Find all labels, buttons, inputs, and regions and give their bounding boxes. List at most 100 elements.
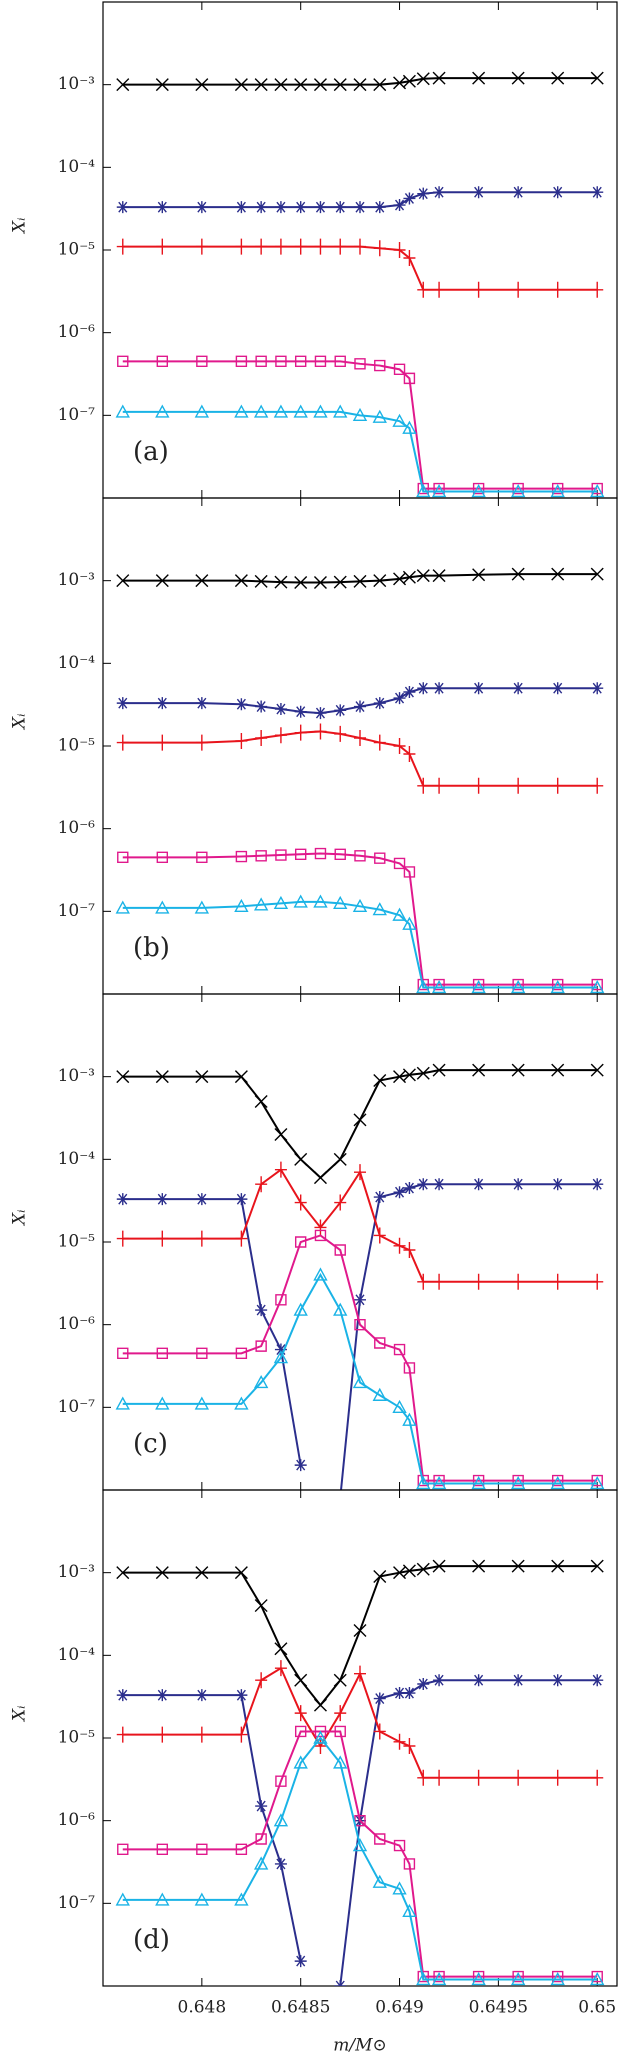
marker — [194, 1396, 210, 1410]
plot-area — [115, 567, 605, 994]
marker — [512, 1769, 525, 1786]
marker — [393, 1343, 406, 1356]
x-tick-label: 0.6485 — [271, 1998, 330, 2018]
marker — [417, 682, 430, 695]
marker — [274, 1161, 287, 1178]
marker — [255, 850, 267, 862]
marker — [353, 1113, 367, 1127]
marker — [334, 1194, 347, 1211]
y-tick-label: 10⁻⁶ — [58, 322, 96, 342]
marker — [372, 409, 387, 423]
marker — [352, 1374, 368, 1389]
marker — [416, 1066, 430, 1080]
marker — [115, 1396, 130, 1410]
x-axis-label: m/M⊙ — [333, 2036, 387, 2056]
marker — [416, 1475, 431, 1490]
marker — [314, 723, 327, 740]
marker — [274, 727, 287, 744]
marker — [393, 738, 406, 754]
marker — [433, 682, 446, 695]
y-tick-label: 10⁻³ — [58, 74, 95, 94]
marker — [431, 1475, 447, 1490]
marker — [116, 734, 129, 751]
marker — [274, 78, 288, 92]
marker — [333, 895, 348, 910]
marker — [255, 700, 268, 713]
marker — [591, 281, 604, 298]
marker — [235, 1347, 248, 1360]
marker — [314, 847, 327, 860]
marker — [333, 1673, 347, 1687]
marker — [116, 1230, 129, 1247]
marker — [334, 238, 347, 255]
marker — [314, 707, 327, 720]
marker — [234, 574, 248, 588]
marker — [393, 1237, 406, 1254]
marker — [510, 483, 526, 498]
marker — [352, 1838, 368, 1852]
marker — [195, 574, 209, 588]
y-tick-label: 10⁻⁶ — [58, 818, 96, 838]
marker — [433, 777, 446, 794]
marker — [591, 1178, 604, 1191]
marker — [116, 1689, 129, 1702]
marker — [590, 1971, 605, 1986]
marker — [402, 1564, 416, 1578]
marker — [417, 1769, 430, 1786]
marker — [372, 1387, 387, 1401]
marker — [352, 407, 368, 422]
marker — [196, 1347, 208, 1360]
marker — [235, 1193, 248, 1206]
marker — [373, 1692, 386, 1705]
marker — [195, 734, 208, 751]
marker — [373, 240, 386, 257]
marker — [591, 1674, 604, 1687]
marker — [155, 1396, 170, 1410]
marker — [273, 895, 289, 910]
marker — [313, 1730, 328, 1744]
marker — [374, 852, 386, 864]
marker — [273, 404, 289, 418]
y-tick-label: 10⁻⁶ — [58, 1314, 96, 1334]
marker — [512, 281, 525, 298]
marker — [551, 1063, 565, 1077]
marker — [235, 1726, 248, 1743]
marker — [353, 1623, 367, 1637]
plot-area — [115, 71, 605, 498]
marker — [294, 238, 307, 255]
marker — [255, 1672, 268, 1689]
marker — [195, 1726, 208, 1743]
marker — [402, 1412, 417, 1426]
marker — [334, 1244, 346, 1256]
marker — [333, 1152, 347, 1166]
marker — [334, 1980, 347, 1986]
marker — [235, 201, 248, 214]
marker — [352, 898, 368, 913]
marker — [433, 1769, 446, 1786]
marker — [471, 1971, 486, 1986]
plot-area — [115, 1559, 605, 1986]
marker — [417, 1178, 430, 1191]
marker — [235, 850, 248, 863]
marker — [195, 201, 208, 214]
series-line — [122, 1565, 598, 1707]
marker — [234, 1070, 248, 1084]
marker — [275, 849, 287, 861]
marker — [393, 1839, 406, 1852]
marker — [314, 355, 327, 368]
marker — [417, 281, 430, 298]
plot-frame — [102, 497, 618, 995]
marker — [551, 1273, 564, 1290]
marker — [591, 777, 604, 794]
plot-area — [115, 1063, 605, 1490]
marker — [156, 355, 169, 368]
marker — [255, 355, 267, 368]
marker — [255, 1176, 268, 1193]
marker — [116, 1070, 130, 1084]
marker — [334, 1705, 347, 1722]
marker — [156, 1726, 169, 1743]
y-tick-label: 10⁻⁷ — [58, 901, 96, 921]
series-line — [122, 1234, 598, 1482]
marker — [403, 1182, 416, 1194]
